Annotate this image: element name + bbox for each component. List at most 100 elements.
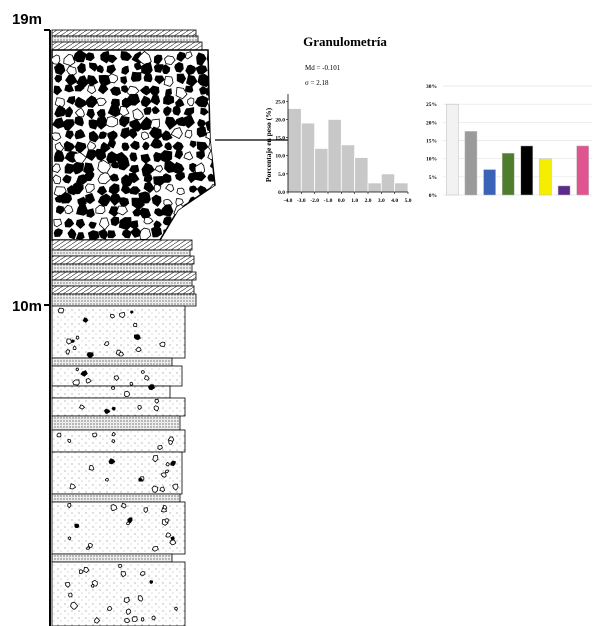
- pebble: [111, 387, 115, 390]
- x-tick-label: -1.0: [324, 198, 333, 204]
- depth-label: 10m: [12, 298, 42, 315]
- bar: [539, 159, 551, 195]
- pebble: [164, 229, 174, 240]
- pebble: [198, 208, 210, 218]
- pebble: [160, 487, 165, 492]
- histogram-bar: [395, 183, 408, 192]
- chart-title: Granulometría: [303, 34, 387, 49]
- pebble: [124, 391, 129, 396]
- pebble: [124, 598, 129, 603]
- pebble: [210, 105, 219, 116]
- pebble: [107, 606, 112, 610]
- y-tick-label: 5%: [429, 175, 437, 181]
- pebble: [206, 121, 217, 132]
- pebble: [198, 195, 209, 206]
- pebble: [189, 218, 196, 225]
- pebble: [164, 76, 173, 86]
- bar: [577, 146, 589, 195]
- page: 19m 10m Granulometría Md = -0.101: [0, 0, 593, 626]
- pebble: [185, 130, 192, 138]
- x-tick-label: 5.0: [405, 198, 412, 204]
- pebble: [130, 153, 137, 162]
- pebble: [197, 230, 206, 240]
- y-tick-label: 0.0: [278, 190, 285, 196]
- x-tick-label: 3.0: [378, 198, 385, 204]
- pebble: [209, 205, 220, 216]
- pebble: [73, 346, 76, 350]
- histogram-bar: [288, 109, 301, 192]
- pebble: [144, 108, 151, 115]
- pebble: [138, 596, 143, 601]
- y-tick-label: 0%: [429, 193, 437, 199]
- x-tick-label: -4.0: [284, 198, 293, 204]
- pebble: [206, 86, 217, 97]
- pebble: [138, 406, 141, 410]
- bar: [502, 153, 514, 195]
- bar: [558, 186, 570, 195]
- histogram-bar: [368, 183, 381, 192]
- pebble: [169, 441, 173, 445]
- pebble: [141, 618, 144, 622]
- pebble: [208, 219, 217, 228]
- pebble: [67, 339, 72, 344]
- y-tick-label: 10%: [426, 157, 437, 163]
- histogram-bar: [301, 123, 314, 192]
- pebble: [210, 66, 218, 73]
- pebble: [175, 607, 178, 610]
- pebble: [132, 617, 137, 622]
- pebble: [130, 382, 133, 385]
- bar: [484, 170, 496, 195]
- pebble: [88, 231, 99, 240]
- histogram-bar: [328, 119, 341, 192]
- pebble: [165, 519, 169, 523]
- pebble: [134, 335, 140, 340]
- pebble: [173, 106, 181, 116]
- bar: [446, 104, 458, 195]
- pebble: [176, 219, 187, 228]
- pebble: [139, 192, 151, 204]
- pebble: [93, 433, 98, 437]
- pebble: [111, 314, 115, 318]
- pebble: [177, 188, 185, 195]
- pebble: [69, 593, 73, 597]
- pebble: [139, 478, 143, 481]
- bar: [521, 146, 533, 195]
- y-tick-label: 5.0: [278, 172, 285, 178]
- pebble: [107, 231, 115, 238]
- histogram-bar: [315, 148, 328, 192]
- pebble: [87, 547, 90, 549]
- x-tick-label: -3.0: [297, 198, 306, 204]
- thin-layers: [52, 240, 196, 306]
- pebble: [165, 470, 168, 473]
- pebble: [206, 195, 216, 207]
- y-axis-label: Porcentaje en peso (%): [264, 107, 273, 182]
- y-tick-label: 30%: [426, 84, 437, 90]
- histogram-bar: [355, 158, 368, 192]
- pebble: [72, 340, 74, 343]
- figure: 19m 10m Granulometría Md = -0.101: [0, 0, 593, 626]
- pebble: [119, 565, 122, 568]
- pebble: [91, 584, 94, 587]
- pebble: [131, 72, 141, 81]
- pebble: [89, 465, 94, 470]
- histogram-bar: [381, 174, 394, 192]
- pebble: [76, 368, 79, 371]
- pebble: [200, 220, 207, 228]
- pebble: [185, 204, 196, 216]
- pebble: [171, 537, 174, 540]
- depth-label: 19m: [12, 11, 42, 28]
- pebble: [120, 198, 129, 206]
- x-tick-label: 4.0: [391, 198, 398, 204]
- pebble: [141, 371, 144, 374]
- pebble: [105, 478, 108, 481]
- histogram-bar: [341, 145, 354, 192]
- pebble: [57, 433, 61, 437]
- x-tick-label: -2.0: [310, 198, 319, 204]
- y-tick-label: 20%: [426, 120, 437, 126]
- pebble: [207, 231, 215, 238]
- annotation: Md = -0.101: [305, 64, 341, 72]
- pebble: [75, 524, 79, 528]
- pebble: [87, 209, 95, 218]
- x-tick-label: 1.0: [351, 198, 358, 204]
- pebble: [141, 572, 146, 576]
